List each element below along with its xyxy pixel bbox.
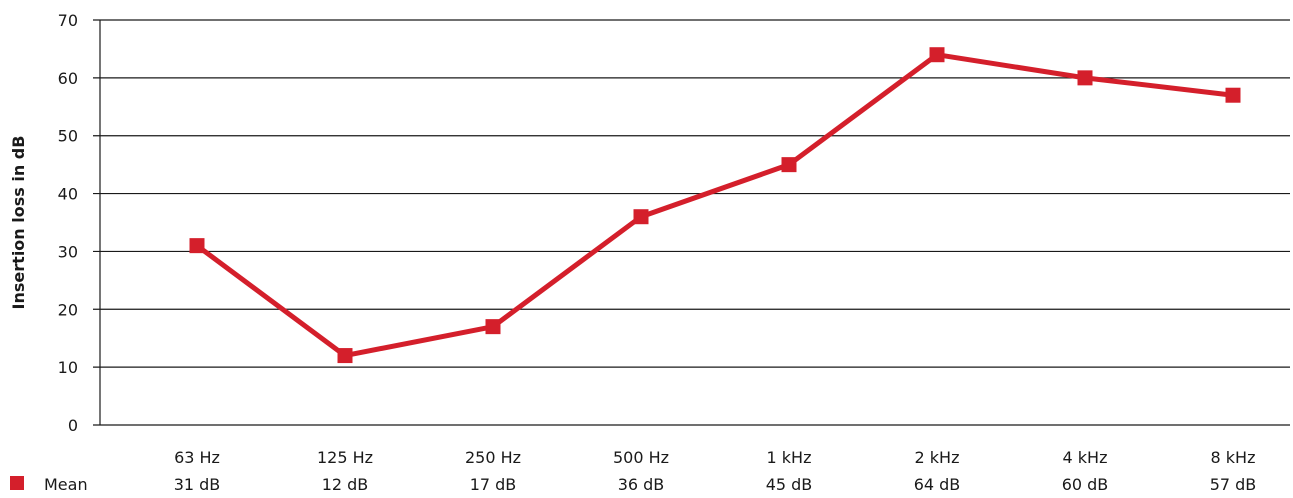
data-label: 31 dB	[174, 475, 221, 494]
y-tick-label: 50	[58, 127, 78, 146]
data-point-marker	[485, 319, 501, 335]
y-tick-label: 0	[68, 416, 78, 435]
gridlines	[93, 19, 1290, 426]
y-tick-label: 30	[58, 242, 78, 261]
series-mean	[189, 47, 1241, 364]
data-label: 12 dB	[322, 475, 369, 494]
data-point-marker	[781, 157, 797, 173]
data-point-marker	[337, 348, 353, 364]
x-tick-label: 250 Hz	[465, 448, 521, 467]
data-label: 36 dB	[618, 475, 665, 494]
x-tick-label: 500 Hz	[613, 448, 669, 467]
legend-swatch-mean	[10, 476, 24, 490]
y-axis-label: Insertion loss in dB	[9, 136, 28, 310]
data-label: 57 dB	[1210, 475, 1257, 494]
series-line-mean	[195, 52, 1234, 359]
data-point-marker	[633, 209, 649, 225]
x-tick-label: 1 kHz	[767, 448, 812, 467]
data-point-marker	[189, 238, 205, 254]
data-point-marker	[929, 47, 945, 63]
value-labels: 31 dB 12 dB 17 dB 36 dB 45 dB 64 dB 60 dB 57 dB	[174, 475, 1257, 494]
data-label: 45 dB	[766, 475, 813, 494]
y-tick-label: 10	[58, 358, 78, 377]
x-tick-label: 125 Hz	[317, 448, 373, 467]
legend: Mean	[10, 475, 88, 494]
y-tick-label: 40	[58, 185, 78, 204]
x-category-labels: 63 Hz 125 Hz 250 Hz 500 Hz 1 kHz 2 kHz 4 kHz 8 …	[174, 448, 1255, 467]
legend-label-mean: Mean	[44, 475, 88, 494]
y-tick-label: 60	[58, 69, 78, 88]
data-point-marker	[1225, 87, 1241, 103]
data-label: 60 dB	[1062, 475, 1109, 494]
x-tick-label: 63 Hz	[174, 448, 220, 467]
data-label: 64 dB	[914, 475, 961, 494]
y-tick-label: 70	[58, 11, 78, 30]
y-tick-label: 20	[58, 300, 78, 319]
y-tick-labels: 0 10 20 30 40 50 60 70	[58, 11, 78, 435]
x-tick-label: 4 kHz	[1063, 448, 1108, 467]
x-tick-label: 2 kHz	[915, 448, 960, 467]
data-point-marker	[1077, 70, 1093, 86]
data-label: 17 dB	[470, 475, 517, 494]
x-tick-label: 8 kHz	[1211, 448, 1256, 467]
